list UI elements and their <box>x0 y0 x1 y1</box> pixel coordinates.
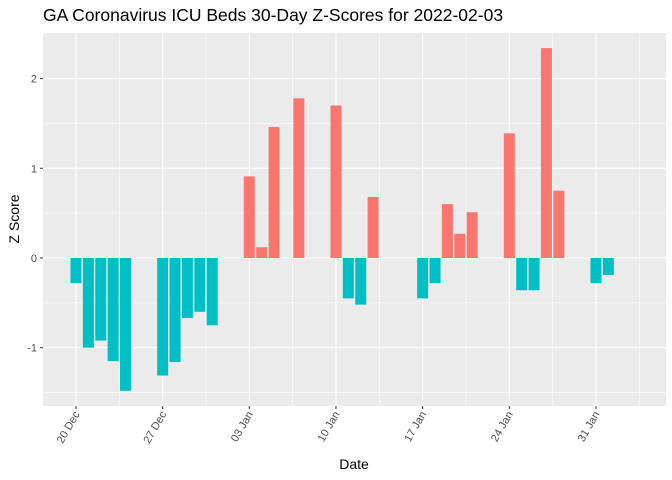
x-tick-label: 27 Dec <box>141 409 169 446</box>
bar <box>82 258 94 348</box>
bar <box>417 258 429 299</box>
bar <box>342 258 354 299</box>
bar <box>503 133 515 258</box>
bar <box>256 247 268 258</box>
bar <box>169 258 181 363</box>
bar <box>194 258 206 312</box>
chart-title: GA Coronavirus ICU Beds 30-Day Z-Scores … <box>43 5 504 25</box>
x-tick-label: 24 Jan <box>489 410 516 445</box>
bar <box>590 258 602 284</box>
bar <box>602 258 614 276</box>
y-tick-label: 1 <box>31 163 37 175</box>
bar <box>528 258 540 291</box>
bar <box>454 233 466 258</box>
x-tick-label: 31 Jan <box>576 410 603 445</box>
bar <box>553 190 565 258</box>
bar <box>540 48 552 258</box>
x-tick-label: 17 Jan <box>402 410 429 445</box>
grid-lines <box>43 33 666 406</box>
x-tick-label: 10 Jan <box>316 410 343 445</box>
bars <box>70 48 614 391</box>
y-tick-label: 2 <box>31 74 37 86</box>
bar <box>367 197 379 258</box>
y-axis-title: Z Score <box>6 194 22 243</box>
x-axis-title: Date <box>339 456 369 472</box>
bar <box>429 258 441 284</box>
bar <box>120 258 132 391</box>
bar <box>268 127 280 258</box>
bar <box>206 258 218 326</box>
x-tick-label: 20 Dec <box>55 409 83 446</box>
x-tick-label: 03 Jan <box>229 410 256 445</box>
y-tick-label: -1 <box>27 343 37 355</box>
bar <box>355 258 367 305</box>
y-tick-label: 0 <box>31 253 37 265</box>
bar <box>181 258 193 319</box>
plot-panel <box>43 33 666 406</box>
bar <box>293 98 305 258</box>
bar <box>107 258 119 362</box>
bar <box>70 258 82 284</box>
bar <box>157 258 169 376</box>
bar <box>95 258 107 341</box>
bar <box>516 258 528 291</box>
bar <box>466 212 478 258</box>
bar <box>441 204 453 258</box>
bar <box>243 176 255 258</box>
bar <box>330 105 342 258</box>
